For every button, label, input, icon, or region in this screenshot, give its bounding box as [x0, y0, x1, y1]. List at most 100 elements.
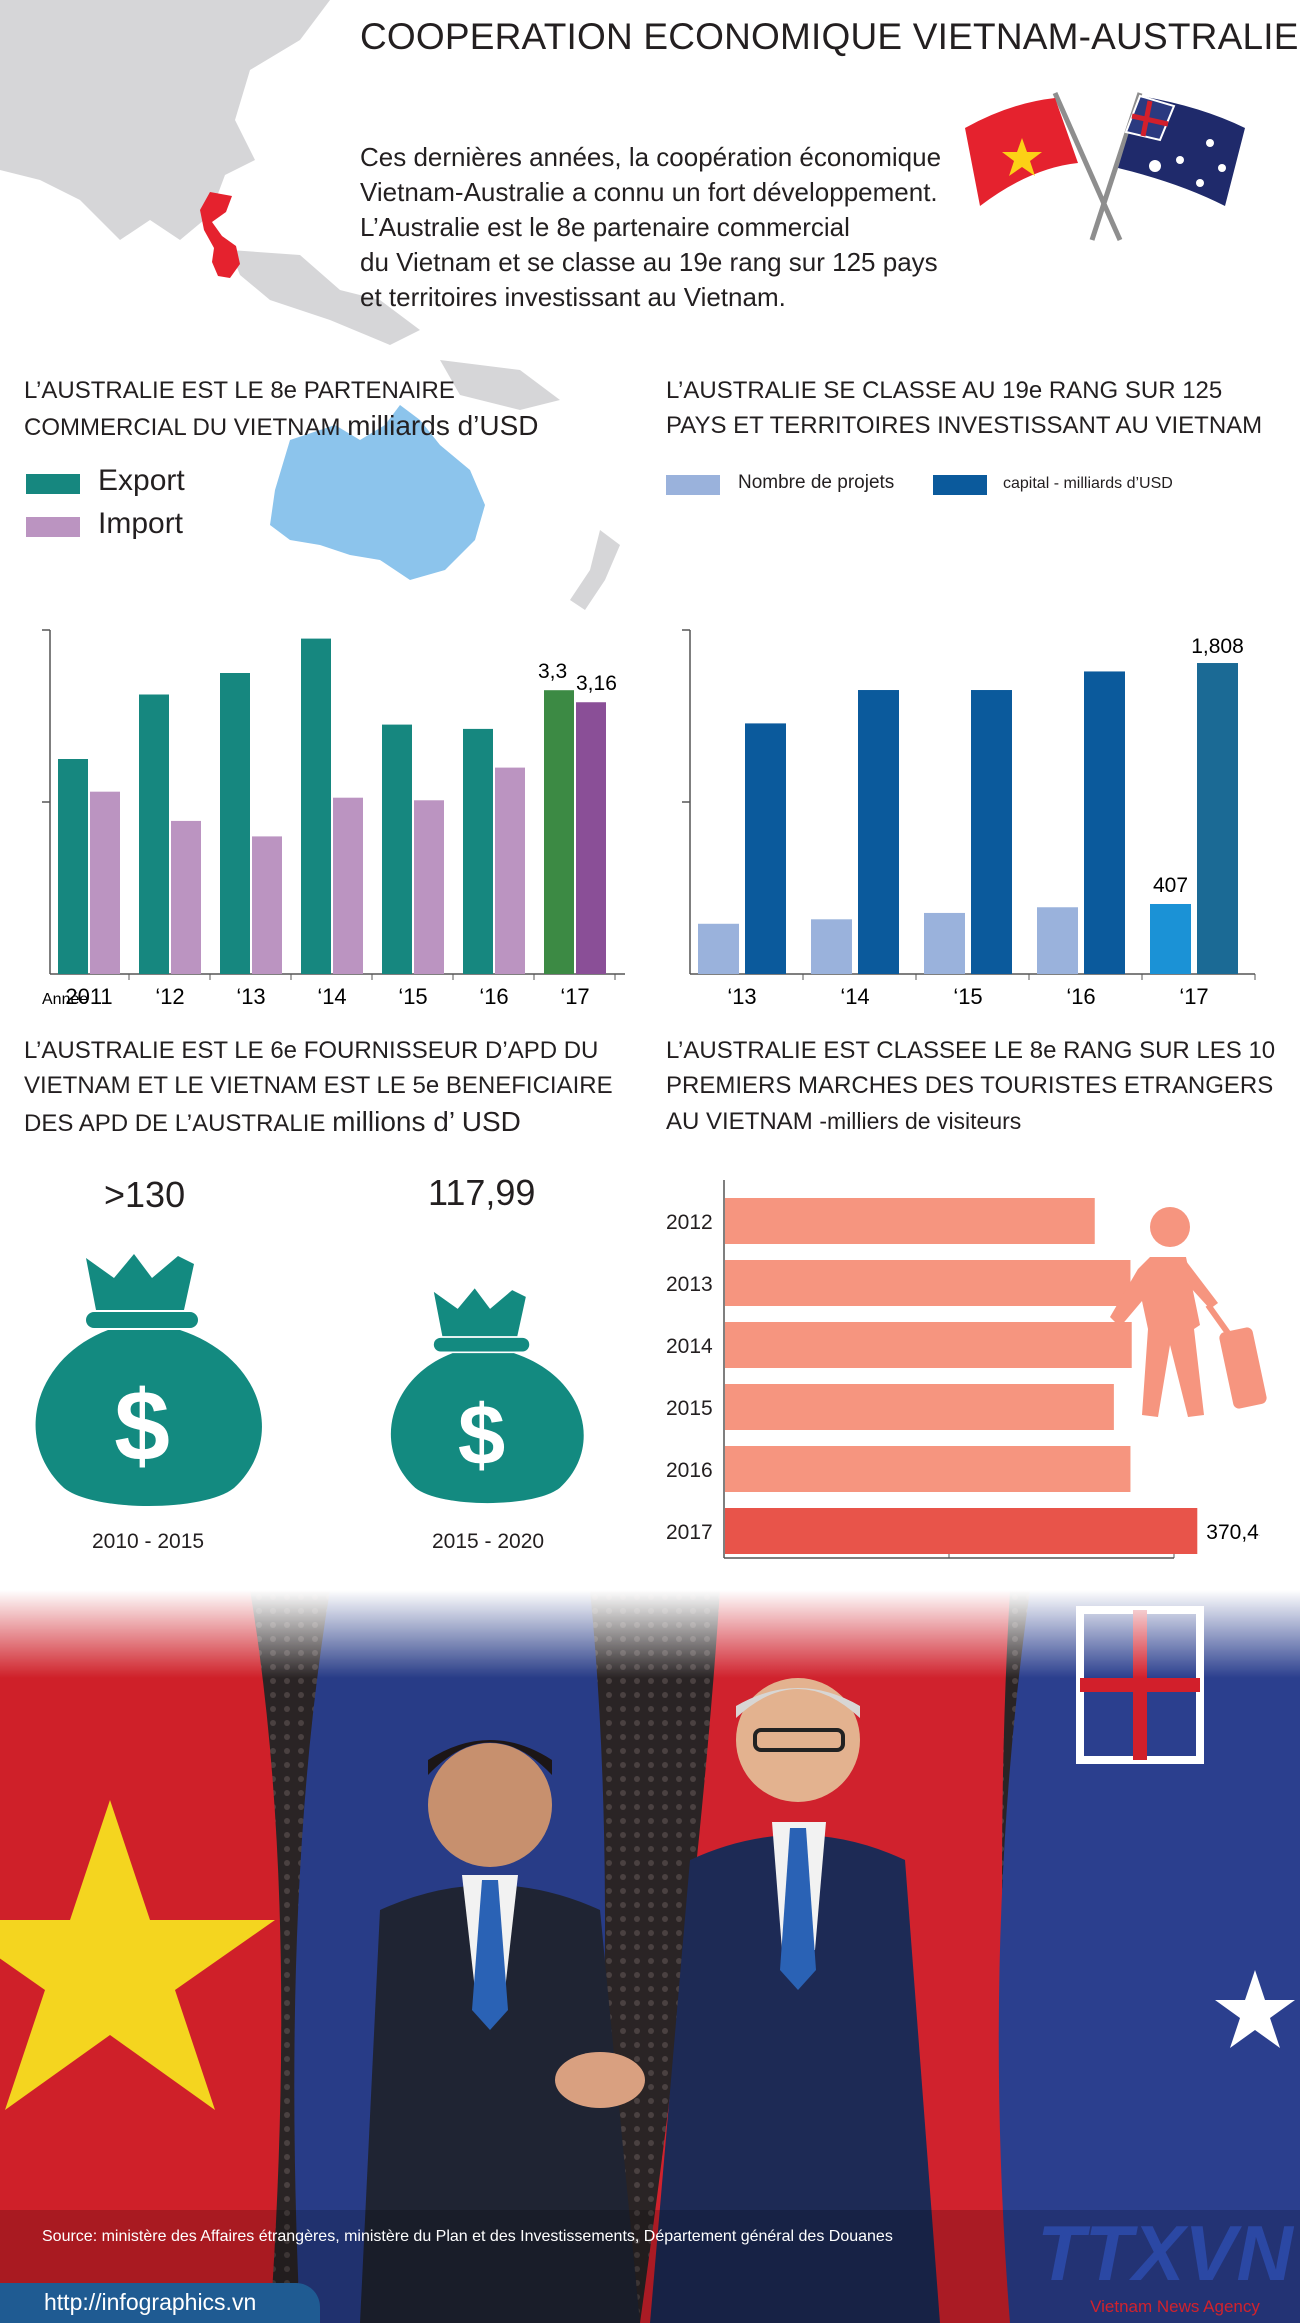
intro-text-line: Ces dernières années, la coopération éco…	[360, 142, 942, 172]
tourists-title-text: AU VIETNAM	[666, 1108, 813, 1135]
page-title: COOPERATION ECONOMIQUE VIETNAM-AUSTRALIE	[360, 16, 1299, 57]
ttxvn-logo-subtitle: Vietnam News Agency	[1090, 2297, 1260, 2316]
y-tick-label: 2017	[666, 1521, 713, 1544]
investment-bar-chart: ‘13 ‘14 ‘15 ‘16 ‘17 407 1,808	[682, 629, 1256, 1009]
intro-text-line: et territoires investissant au Vietnam.	[360, 282, 786, 312]
y-tick-label: 2012	[666, 1211, 713, 1234]
oda-unit: millions d’ USD	[332, 1106, 521, 1137]
tourists-bar	[725, 1508, 1198, 1554]
islands-landmass	[230, 250, 420, 345]
trade-chart-title-line1: L’AUSTRALIE EST LE 8e PARTENAIRE	[24, 377, 455, 404]
capital-bar	[1197, 663, 1238, 974]
intro-text-line: Vietnam-Australie a connu un fort dévelo…	[360, 177, 938, 207]
import-legend-swatch	[26, 517, 80, 537]
background-map	[0, 0, 620, 610]
import-bar	[576, 702, 606, 974]
import-bar	[252, 836, 282, 974]
crossed-flags-icon	[965, 91, 1245, 242]
x-tick-label: ‘17	[560, 984, 589, 1009]
import-bar	[90, 791, 120, 974]
flag-star	[1002, 138, 1042, 176]
export-legend-swatch	[26, 474, 80, 494]
capital-bar	[1084, 671, 1125, 974]
intro-text-line: L’Australie est le 8e partenaire commerc…	[360, 212, 850, 242]
oda-period-2010-2015: 2010 - 2015	[92, 1530, 205, 1553]
trade-bar-chart: 2011 ‘12 ‘13 ‘14 ‘15 ‘16 ‘17 Année 3,3 3,16	[42, 629, 625, 1009]
export-bar	[463, 728, 493, 974]
projects-legend-swatch	[666, 475, 720, 495]
y-tick-label: 2014	[666, 1335, 713, 1358]
investment-chart-title-line1: L’AUSTRALIE SE CLASSE AU 19e RANG SUR 12…	[666, 377, 1223, 404]
y-tick-label: 2013	[666, 1273, 713, 1296]
money-bag-icon: $	[35, 1254, 262, 1506]
tourists-title-line2: PREMIERS MARCHES DES TOURISTES ETRANGERS	[666, 1072, 1274, 1099]
tourists-bar	[725, 1446, 1131, 1492]
projects-bar	[1037, 907, 1078, 974]
oda-title-line1: L’AUSTRALIE EST LE 6e FOURNISSEUR D’APD …	[24, 1037, 599, 1064]
x-tick-label: ‘13	[727, 984, 756, 1009]
capital-legend-swatch	[933, 475, 987, 495]
y-tick-label: 2016	[666, 1459, 713, 1482]
ttxvn-logo: TTXVN	[1037, 2209, 1294, 2297]
x-tick-label: ‘14	[317, 984, 346, 1009]
traveler-icon	[1110, 1207, 1267, 1417]
tourists-bar-chart: 2012 2013 2014 2015 2016 2017 370,43	[666, 1180, 1260, 1559]
projects-data-label: 407	[1153, 874, 1188, 897]
projects-bar	[1150, 903, 1191, 974]
oda-title-text: DES APD DE L’AUSTRALIE	[24, 1110, 326, 1137]
source-note: Source: ministère des Affaires étrangère…	[42, 2228, 893, 2245]
x-tick-label: 2011	[65, 984, 112, 1009]
oda-period-2015-2020: 2015 - 2020	[432, 1530, 545, 1553]
website-link[interactable]: http://infographics.vn	[44, 2289, 257, 2315]
leaders-photo: TTXVN Vietnam News Agency	[0, 1590, 1300, 2323]
tourists-data-label: 370,43	[1206, 1521, 1260, 1544]
import-bar	[171, 820, 201, 974]
import-bar	[495, 767, 525, 974]
export-bar	[301, 638, 331, 974]
trade-chart-unit: milliards d’USD	[347, 410, 539, 441]
tourists-unit-text: milliers de visiteurs	[827, 1108, 1022, 1134]
investment-chart-title-line2: PAYS ET TERRITOIRES INVESTISSANT AU VIET…	[666, 412, 1263, 439]
svg-text:$: $	[458, 1388, 505, 1483]
export-bar	[139, 694, 169, 974]
capital-data-label: 1,808	[1191, 635, 1244, 658]
x-axis-prefix: Année	[42, 991, 88, 1008]
projects-legend-label: Nombre de projets	[738, 472, 895, 493]
import-bar	[414, 800, 444, 974]
export-data-label: 3,3	[538, 660, 567, 683]
tourists-bar	[725, 1260, 1131, 1306]
capital-bar	[971, 690, 1012, 974]
tourists-title-line3: AU VIETNAM -milliers de visiteurs	[666, 1104, 1021, 1139]
capital-bar	[745, 723, 786, 974]
projects-bar	[924, 912, 965, 974]
trade-chart-title-text: COMMERCIAL DU VIETNAM	[24, 414, 341, 441]
tourists-unit: -milliers de visiteurs	[819, 1108, 1022, 1134]
export-bar	[382, 724, 412, 974]
x-tick-label: ‘14	[840, 984, 869, 1009]
projects-bar	[811, 919, 852, 974]
oda-value-2015-2020: 117,99	[428, 1172, 536, 1213]
tourists-title-line1: L’AUSTRALIE EST CLASSEE LE 8e RANG SUR L…	[666, 1037, 1276, 1064]
capital-bar	[858, 690, 899, 974]
x-tick-label: ‘17	[1179, 984, 1208, 1009]
svg-text:$: $	[114, 1370, 170, 1482]
new-zealand-landmass	[570, 530, 620, 610]
australia-map	[270, 405, 485, 580]
import-data-label: 3,16	[576, 672, 617, 695]
tourists-bar	[725, 1322, 1132, 1368]
oda-title-line3: DES APD DE L’AUSTRALIE millions d’ USD	[24, 1105, 521, 1141]
import-legend-label: Import	[98, 507, 184, 540]
url-bar	[0, 2283, 320, 2323]
x-tick-label: ‘16	[1066, 984, 1095, 1009]
x-tick-label: ‘12	[155, 984, 184, 1009]
oda-value-2010-2015: >130	[104, 1174, 186, 1215]
tourists-bar	[725, 1384, 1114, 1430]
asia-landmass	[0, 0, 330, 240]
vietnam-map	[200, 192, 240, 278]
intro-text-line: du Vietnam et se classe au 19e rang sur …	[360, 247, 938, 277]
export-bar	[220, 673, 250, 974]
capital-legend-label: capital - milliards d’USD	[1003, 475, 1173, 492]
export-bar	[58, 759, 88, 974]
x-tick-label: ‘13	[236, 984, 265, 1009]
x-tick-label: ‘15	[953, 984, 982, 1009]
